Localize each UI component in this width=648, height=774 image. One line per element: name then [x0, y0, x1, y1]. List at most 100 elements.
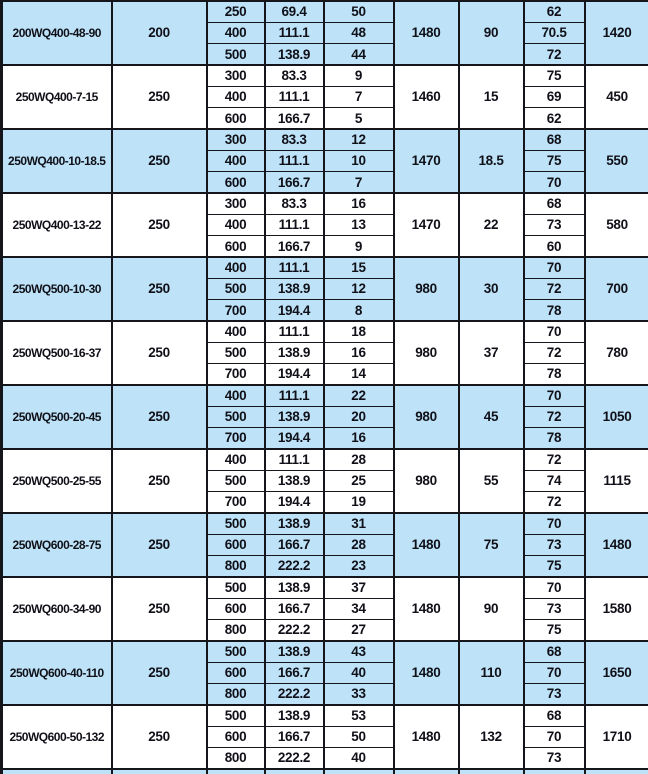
power-cell: 110 — [459, 641, 524, 705]
flow-ls-cell: 222.2 — [265, 620, 324, 641]
efficiency-cell: 72 — [524, 449, 585, 470]
head-cell: 10 — [324, 150, 394, 171]
efficiency-cell: 70 — [524, 513, 585, 534]
dn-cell: 250 — [112, 193, 207, 257]
flow-ls-cell: 138.9 — [265, 278, 324, 299]
dn-cell: 200 — [112, 1, 207, 65]
model-cell: 250WQ600-28-75 — [2, 513, 112, 577]
dn-cell: 250 — [112, 129, 207, 193]
flow-m3h-cell: 400 — [207, 257, 265, 278]
head-cell: 16 — [324, 428, 394, 449]
weight-cell: 1050 — [585, 385, 648, 449]
efficiency-cell: 73 — [524, 214, 585, 235]
partial-cell — [524, 769, 585, 774]
efficiency-cell: 73 — [524, 747, 585, 768]
model-cell: 250WQ600-40-110 — [2, 641, 112, 705]
flow-m3h-cell: 700 — [207, 428, 265, 449]
weight-cell: 1710 — [585, 705, 648, 769]
flow-m3h-cell: 400 — [207, 22, 265, 43]
head-cell: 22 — [324, 385, 394, 406]
flow-ls-cell: 166.7 — [265, 236, 324, 257]
efficiency-cell: 69 — [524, 86, 585, 107]
dn-cell: 250 — [112, 65, 207, 129]
head-cell: 16 — [324, 193, 394, 214]
efficiency-cell: 75 — [524, 65, 585, 86]
flow-ls-cell: 138.9 — [265, 641, 324, 662]
model-cell: 250WQ400-13-22 — [2, 193, 112, 257]
efficiency-cell: 72 — [524, 44, 585, 65]
flow-ls-cell: 166.7 — [265, 534, 324, 555]
head-cell: 34 — [324, 598, 394, 619]
flow-ls-cell: 111.1 — [265, 22, 324, 43]
partial-table-row — [2, 769, 648, 774]
flow-ls-cell: 138.9 — [265, 342, 324, 363]
efficiency-cell: 73 — [524, 598, 585, 619]
flow-m3h-cell: 800 — [207, 684, 265, 705]
speed-cell: 1480 — [394, 1, 459, 65]
partial-cell — [112, 769, 207, 774]
flow-ls-cell: 111.1 — [265, 449, 324, 470]
head-cell: 14 — [324, 364, 394, 385]
flow-m3h-cell: 600 — [207, 598, 265, 619]
flow-ls-cell: 111.1 — [265, 321, 324, 342]
head-cell: 20 — [324, 406, 394, 427]
head-cell: 7 — [324, 86, 394, 107]
flow-m3h-cell: 700 — [207, 492, 265, 513]
flow-ls-cell: 111.1 — [265, 150, 324, 171]
speed-cell: 1480 — [394, 641, 459, 705]
flow-ls-cell: 83.3 — [265, 65, 324, 86]
head-cell: 18 — [324, 321, 394, 342]
flow-m3h-cell: 400 — [207, 449, 265, 470]
speed-cell: 1460 — [394, 65, 459, 129]
head-cell: 44 — [324, 44, 394, 65]
flow-m3h-cell: 600 — [207, 108, 265, 129]
model-cell: 250WQ500-20-45 — [2, 385, 112, 449]
head-cell: 53 — [324, 705, 394, 726]
efficiency-cell: 70 — [524, 385, 585, 406]
partial-cell — [265, 769, 324, 774]
head-cell: 16 — [324, 342, 394, 363]
flow-ls-cell: 166.7 — [265, 662, 324, 683]
efficiency-cell: 74 — [524, 470, 585, 491]
flow-m3h-cell: 500 — [207, 342, 265, 363]
flow-ls-cell: 138.9 — [265, 470, 324, 491]
flow-m3h-cell: 400 — [207, 385, 265, 406]
power-cell: 15 — [459, 65, 524, 129]
flow-ls-cell: 166.7 — [265, 598, 324, 619]
flow-m3h-cell: 250 — [207, 1, 265, 22]
flow-m3h-cell: 800 — [207, 620, 265, 641]
power-cell: 30 — [459, 257, 524, 321]
flow-ls-cell: 194.4 — [265, 428, 324, 449]
flow-ls-cell: 194.4 — [265, 364, 324, 385]
power-cell: 132 — [459, 705, 524, 769]
weight-cell: 1420 — [585, 1, 648, 65]
efficiency-cell: 70 — [524, 172, 585, 193]
weight-cell: 1480 — [585, 513, 648, 577]
flow-m3h-cell: 600 — [207, 726, 265, 747]
head-cell: 31 — [324, 513, 394, 534]
efficiency-cell: 72 — [524, 342, 585, 363]
model-cell: 250WQ500-16-37 — [2, 321, 112, 385]
dn-cell: 250 — [112, 385, 207, 449]
flow-m3h-cell: 300 — [207, 65, 265, 86]
flow-m3h-cell: 300 — [207, 193, 265, 214]
flow-m3h-cell: 600 — [207, 662, 265, 683]
flow-m3h-cell: 500 — [207, 406, 265, 427]
head-cell: 13 — [324, 214, 394, 235]
efficiency-cell: 75 — [524, 150, 585, 171]
flow-ls-cell: 194.4 — [265, 492, 324, 513]
flow-m3h-cell: 400 — [207, 214, 265, 235]
speed-cell: 1480 — [394, 705, 459, 769]
speed-cell: 980 — [394, 385, 459, 449]
dn-cell: 250 — [112, 449, 207, 513]
efficiency-cell: 78 — [524, 428, 585, 449]
flow-m3h-cell: 500 — [207, 705, 265, 726]
head-cell: 12 — [324, 129, 394, 150]
flow-ls-cell: 166.7 — [265, 172, 324, 193]
efficiency-cell: 72 — [524, 492, 585, 513]
flow-m3h-cell: 400 — [207, 86, 265, 107]
dn-cell: 250 — [112, 321, 207, 385]
dn-cell: 250 — [112, 257, 207, 321]
partial-cell — [394, 769, 459, 774]
